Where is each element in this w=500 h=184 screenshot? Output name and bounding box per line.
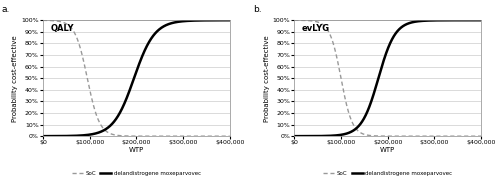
Text: QALY: QALY bbox=[50, 24, 74, 33]
Legend: SoC, delandistrogene moxeparvovec: SoC, delandistrogene moxeparvovec bbox=[72, 171, 201, 176]
X-axis label: WTP: WTP bbox=[128, 147, 144, 153]
Text: evLYG: evLYG bbox=[302, 24, 330, 33]
Legend: SoC, delandistrogene moxeparvovec: SoC, delandistrogene moxeparvovec bbox=[324, 171, 452, 176]
Text: b.: b. bbox=[253, 6, 262, 15]
Y-axis label: Probability cost-effective: Probability cost-effective bbox=[264, 35, 270, 121]
Y-axis label: Probability cost-effective: Probability cost-effective bbox=[12, 35, 18, 121]
Text: a.: a. bbox=[2, 6, 10, 15]
X-axis label: WTP: WTP bbox=[380, 147, 396, 153]
